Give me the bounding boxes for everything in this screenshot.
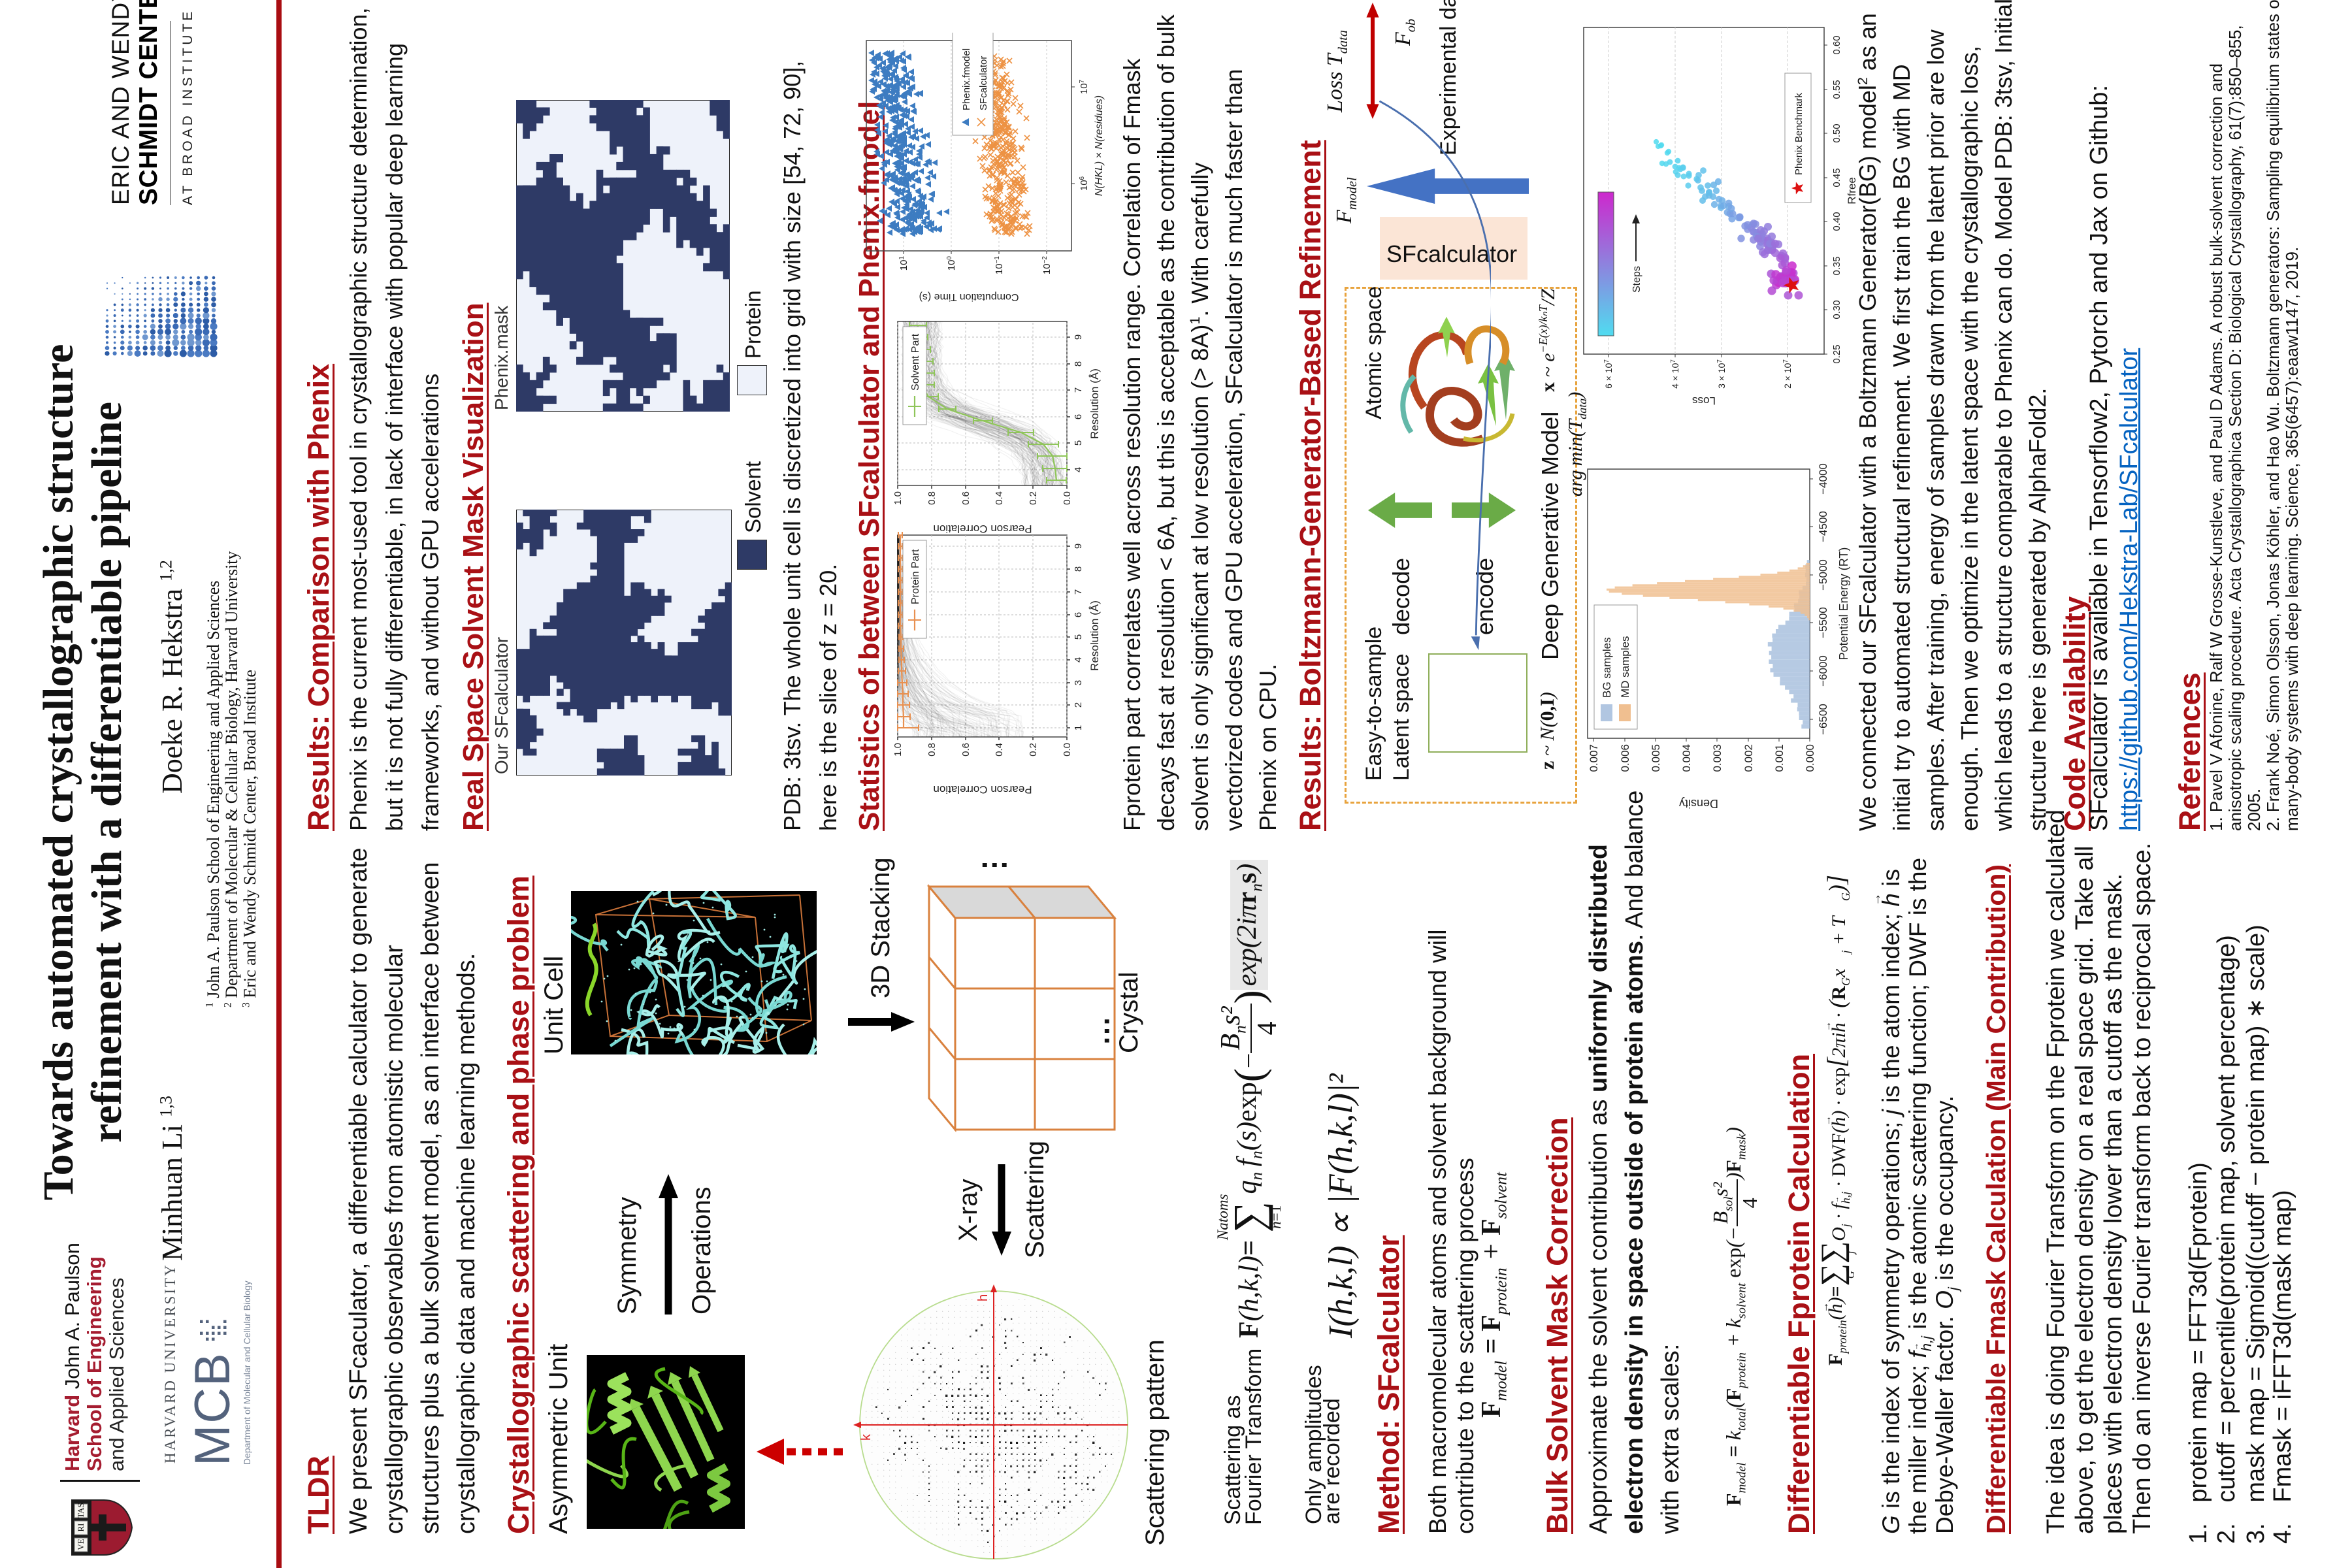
svg-text:Rfree: Rfree xyxy=(1846,177,1858,204)
svg-text:5: 5 xyxy=(1073,440,1084,446)
svg-text:h: h xyxy=(976,1294,990,1301)
svg-text:0.0: 0.0 xyxy=(1062,491,1073,505)
svg-text:2 × 107: 2 × 107 xyxy=(1782,359,1793,389)
svg-text:−4500: −4500 xyxy=(1817,511,1829,542)
svg-text:0.002: 0.002 xyxy=(1742,744,1755,772)
svg-text:Computation Time (s): Computation Time (s) xyxy=(919,291,1019,302)
svg-text:6: 6 xyxy=(1073,414,1084,419)
svg-text:0.005: 0.005 xyxy=(1650,744,1662,772)
svg-text:106: 106 xyxy=(1079,176,1090,191)
svg-text:−4000: −4000 xyxy=(1817,463,1829,495)
svg-text:0.000: 0.000 xyxy=(1804,744,1816,772)
svg-text:7: 7 xyxy=(1073,589,1084,595)
svg-text:TAS: TAS xyxy=(76,1503,86,1518)
svg-text:0.6: 0.6 xyxy=(960,491,972,505)
svg-text:0.006: 0.006 xyxy=(1619,744,1631,772)
svg-text:0.8: 0.8 xyxy=(926,743,938,757)
svg-text:Pearson Correlation: Pearson Correlation xyxy=(933,783,1032,796)
svg-text:Density: Density xyxy=(1679,797,1718,810)
svg-text:0.001: 0.001 xyxy=(1773,744,1786,772)
svg-text:0.0: 0.0 xyxy=(1062,743,1073,757)
svg-text:Phenix Benchmark: Phenix Benchmark xyxy=(1793,93,1805,175)
svg-text:0.2: 0.2 xyxy=(1028,491,1039,505)
svg-text:Potential Energy (RT): Potential Energy (RT) xyxy=(1837,547,1850,661)
svg-text:0.55: 0.55 xyxy=(1831,80,1842,99)
svg-text:1.0: 1.0 xyxy=(892,743,904,757)
svg-text:0.50: 0.50 xyxy=(1831,123,1842,142)
svg-text:1: 1 xyxy=(1073,725,1084,730)
svg-text:0.003: 0.003 xyxy=(1711,744,1723,772)
svg-text:5: 5 xyxy=(1073,634,1084,640)
svg-text:Resolution (Å): Resolution (Å) xyxy=(1088,368,1101,439)
svg-text:VE: VE xyxy=(76,1539,86,1550)
svg-text:2: 2 xyxy=(1073,702,1084,708)
svg-text:7: 7 xyxy=(1073,387,1084,393)
svg-text:9: 9 xyxy=(1073,544,1084,549)
svg-text:−6500: −6500 xyxy=(1817,704,1829,735)
svg-text:0.60: 0.60 xyxy=(1831,35,1842,54)
svg-text:4: 4 xyxy=(1073,467,1084,472)
svg-text:0.2: 0.2 xyxy=(1028,743,1039,757)
svg-text:4: 4 xyxy=(1073,657,1084,662)
svg-text:SFcalculator: SFcalculator xyxy=(978,56,989,110)
svg-text:8: 8 xyxy=(1073,566,1084,572)
svg-text:Protein Part: Protein Part xyxy=(910,549,921,604)
svg-text:Resolution (Å): Resolution (Å) xyxy=(1088,600,1101,671)
svg-text:1.0: 1.0 xyxy=(892,491,904,505)
svg-text:0.004: 0.004 xyxy=(1680,744,1693,772)
svg-text:k: k xyxy=(859,1433,874,1441)
svg-text:Loss: Loss xyxy=(1692,395,1716,407)
svg-text:3: 3 xyxy=(1073,680,1084,685)
svg-text:101: 101 xyxy=(898,256,909,271)
svg-text:100: 100 xyxy=(946,256,957,271)
svg-text:10−2: 10−2 xyxy=(1041,256,1053,275)
svg-text:−5000: −5000 xyxy=(1817,559,1829,591)
svg-text:0.6: 0.6 xyxy=(960,743,972,757)
svg-text:0.30: 0.30 xyxy=(1831,300,1842,319)
svg-text:−5500: −5500 xyxy=(1817,607,1829,638)
svg-text:6 × 107: 6 × 107 xyxy=(1603,359,1614,389)
svg-text:0.35: 0.35 xyxy=(1831,256,1842,275)
svg-text:0.8: 0.8 xyxy=(926,491,938,505)
svg-text:−6000: −6000 xyxy=(1817,655,1829,687)
svg-text:MD samples: MD samples xyxy=(1619,636,1631,698)
svg-text:Steps: Steps xyxy=(1631,266,1642,293)
svg-text:4 × 107: 4 × 107 xyxy=(1670,359,1680,389)
svg-text:3 × 107: 3 × 107 xyxy=(1716,359,1727,389)
svg-text:Pearson Correlation: Pearson Correlation xyxy=(933,523,1032,535)
svg-text:0.25: 0.25 xyxy=(1831,344,1842,363)
svg-text:0.4: 0.4 xyxy=(994,743,1005,757)
svg-text:10−1: 10−1 xyxy=(994,256,1005,275)
svg-text:Phenix.fmodel: Phenix.fmodel xyxy=(961,48,972,110)
svg-text:0.45: 0.45 xyxy=(1831,168,1842,187)
svg-text:9: 9 xyxy=(1073,335,1084,340)
svg-text:RI: RI xyxy=(76,1524,86,1532)
svg-text:8: 8 xyxy=(1073,361,1084,367)
svg-text:6: 6 xyxy=(1073,612,1084,617)
svg-text:N(HKL) × N(residues): N(HKL) × N(residues) xyxy=(1094,95,1105,196)
svg-text:0.007: 0.007 xyxy=(1588,744,1600,772)
svg-text:0.40: 0.40 xyxy=(1831,212,1842,231)
svg-text:Solvent Part: Solvent Part xyxy=(910,333,921,391)
svg-text:0.4: 0.4 xyxy=(994,491,1005,505)
svg-text:BG samples: BG samples xyxy=(1601,637,1613,698)
svg-text:107: 107 xyxy=(1079,79,1090,94)
